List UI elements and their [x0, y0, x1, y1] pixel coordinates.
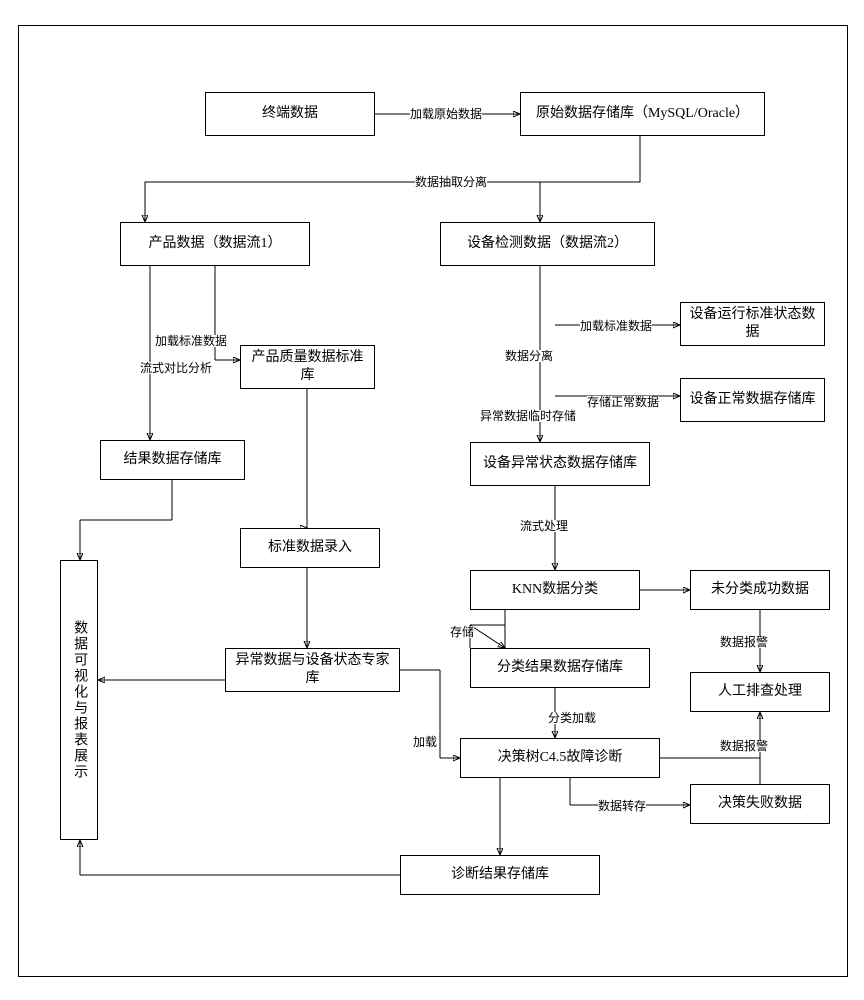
node-product: 产品数据（数据流1）	[120, 222, 310, 266]
node-resultdb: 结果数据存储库	[100, 440, 245, 480]
node-diagdb: 诊断结果存储库	[400, 855, 600, 895]
label-load_std1: 加载标准数据	[155, 335, 227, 347]
node-decfail: 决策失败数据	[690, 784, 830, 824]
label-load: 加载	[413, 736, 437, 748]
label-class_load: 分类加载	[548, 712, 596, 724]
node-knn: KNN数据分类	[470, 570, 640, 610]
label-data_sep: 数据分离	[505, 350, 553, 362]
label-store_norm: 存储正常数据	[587, 396, 659, 408]
node-devstd: 设备运行标准状态数据	[680, 302, 825, 346]
node-devabn: 设备异常状态数据存储库	[470, 442, 650, 486]
node-classdb: 分类结果数据存储库	[470, 648, 650, 688]
label-abn_tmp: 异常数据临时存储	[480, 410, 576, 422]
label-alarm2: 数据报警	[720, 740, 768, 752]
diagram-canvas: 终端数据 原始数据存储库（MySQL/Oracle） 产品数据（数据流1） 设备检测数…	[0, 0, 864, 1000]
label-stream: 流式处理	[520, 520, 568, 532]
node-dtc45: 决策树C4.5故障诊断	[460, 738, 660, 778]
outer-frame	[18, 25, 848, 977]
label-store: 存储	[450, 626, 474, 638]
label-transfer: 数据转存	[598, 800, 646, 812]
node-expert: 异常数据与设备状态专家库	[225, 648, 400, 692]
label-alarm1: 数据报警	[720, 636, 768, 648]
label-extract: 数据抽取分离	[415, 176, 487, 188]
label-load_std2: 加载标准数据	[580, 320, 652, 332]
node-terminal: 终端数据	[205, 92, 375, 136]
node-viz: 数据可视化与报表展示	[60, 560, 98, 840]
label-load_raw: 加载原始数据	[410, 108, 482, 120]
node-unclass: 未分类成功数据	[690, 570, 830, 610]
node-rawdb: 原始数据存储库（MySQL/Oracle）	[520, 92, 765, 136]
node-stdinput: 标准数据录入	[240, 528, 380, 568]
node-devnormal: 设备正常数据存储库	[680, 378, 825, 422]
node-qualstd: 产品质量数据标准库	[240, 345, 375, 389]
node-manual: 人工排查处理	[690, 672, 830, 712]
node-device: 设备检测数据（数据流2）	[440, 222, 655, 266]
label-stream_cmp: 流式对比分析	[140, 362, 212, 374]
